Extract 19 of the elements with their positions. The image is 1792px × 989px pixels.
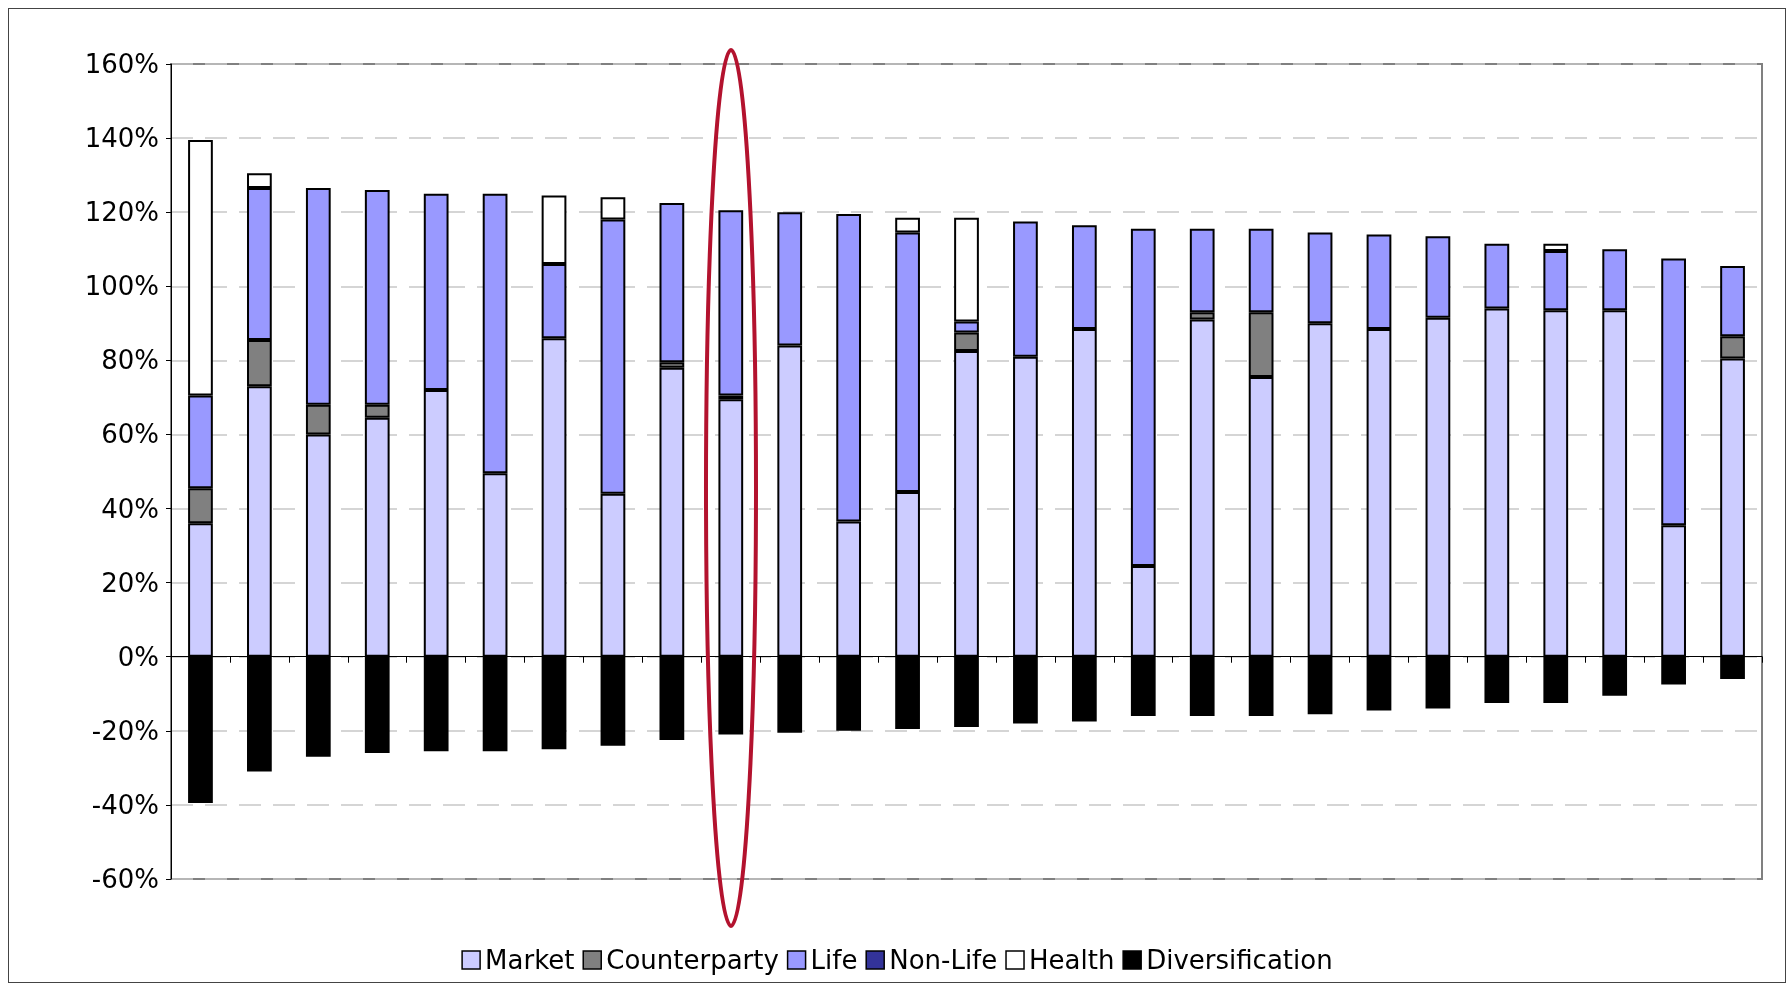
y-tick-label: -60% xyxy=(91,864,159,894)
legend-label: Counterparty xyxy=(606,945,779,975)
y-tick-label: 60% xyxy=(101,419,159,450)
legend-label: Health xyxy=(1029,945,1115,975)
y-tick-label: 120% xyxy=(84,197,159,228)
y-tick-label: 80% xyxy=(101,345,159,376)
y-tick-label: 160% xyxy=(84,49,159,79)
legend-label: Diversification xyxy=(1146,945,1333,975)
y-tick-label: -40% xyxy=(91,789,159,820)
legend-label: Market xyxy=(485,945,575,975)
y-tick-label: 40% xyxy=(101,493,159,524)
y-tick-label: 20% xyxy=(101,567,159,598)
y-tick-label: 140% xyxy=(84,123,159,154)
y-tick-label: 100% xyxy=(84,271,159,302)
y-tick-label: -20% xyxy=(91,715,159,746)
bar xyxy=(718,210,744,396)
legend-label: Non-Life xyxy=(889,945,998,975)
y-tick-label: 0% xyxy=(117,641,159,672)
legend-label: Life xyxy=(810,945,858,975)
